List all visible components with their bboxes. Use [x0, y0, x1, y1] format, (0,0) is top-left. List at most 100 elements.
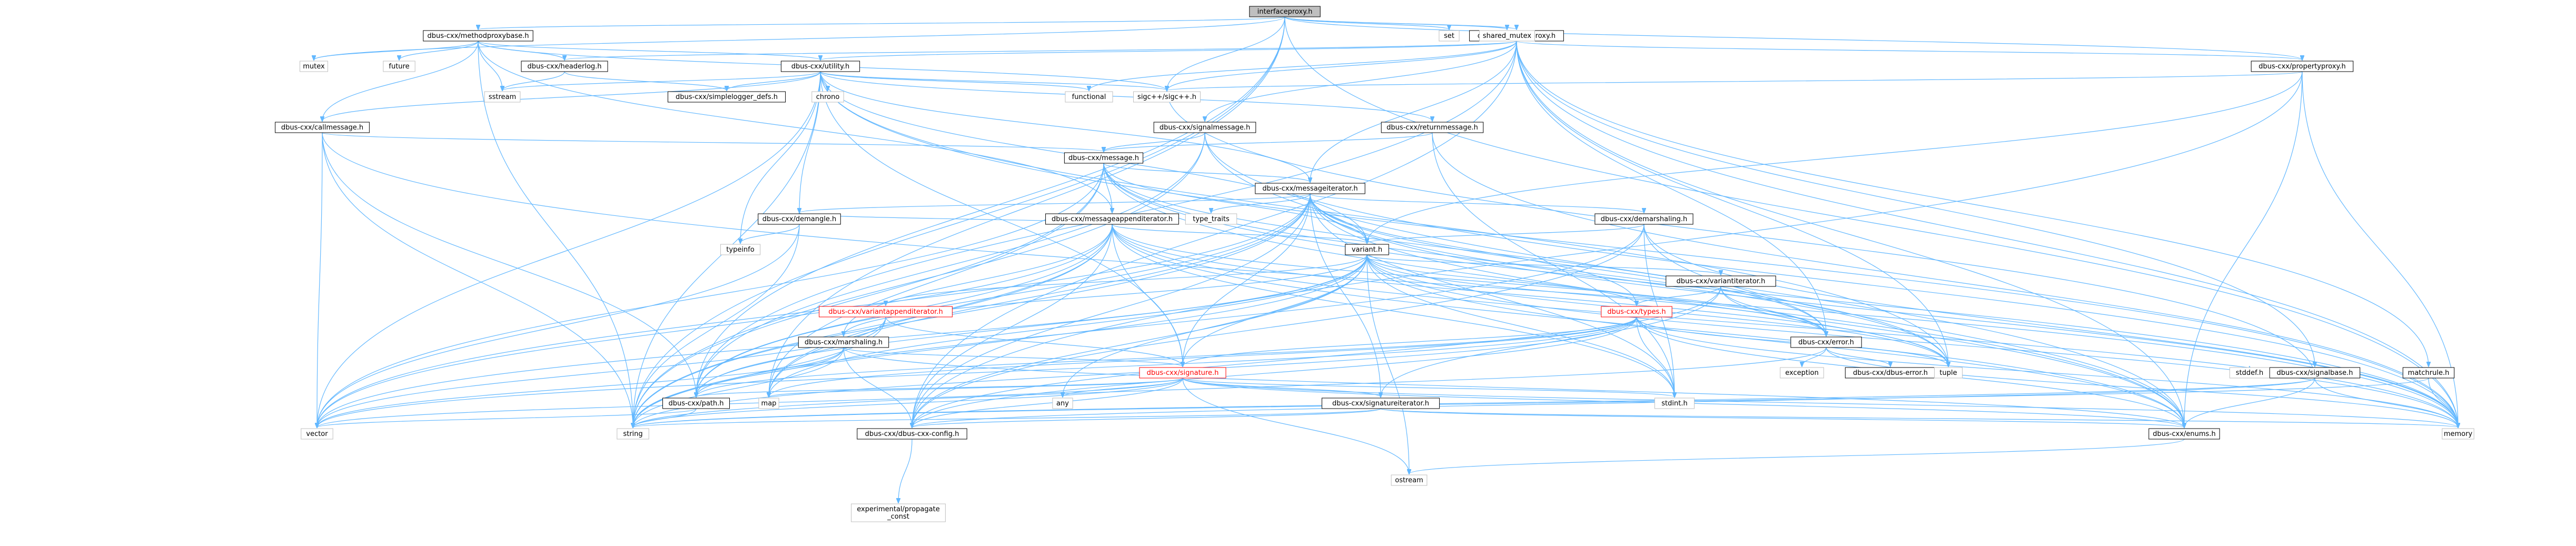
edge-messageappenditerator_h-to-error_h [1112, 224, 1826, 336]
node-message-h[interactable]: dbus-cxx/message.h [1064, 152, 1144, 164]
node-label: mutex [303, 63, 325, 71]
edge-interfaceproxy_h-to-memory [1284, 16, 2458, 428]
node-label: dbus-cxx/demangle.h [762, 215, 836, 223]
edge-variant_h-to-string [633, 254, 1368, 428]
node-label: typeinfo [726, 246, 754, 254]
node-enums-h[interactable]: dbus-cxx/enums.h [2148, 428, 2220, 440]
node-set: set [1439, 30, 1460, 42]
node-label: dbus-cxx/signature.h [1147, 369, 1219, 377]
edge-propertyproxy_h-to-memory [2302, 71, 2458, 428]
node-box [423, 30, 533, 42]
node-marshaling-h[interactable]: dbus-cxx/marshaling.h [798, 336, 889, 348]
node-demarshaling-h[interactable]: dbus-cxx/demarshaling.h [1594, 213, 1693, 225]
edge-messageiterator_h-to-config_h [912, 193, 1311, 428]
edge-messageiterator_h-to-string [633, 193, 1311, 428]
edge-messageappenditerator_h-to-marshaling_h [844, 224, 1113, 336]
node-mutex: mutex [300, 61, 328, 72]
edge-utility_h-to-chrono [820, 71, 828, 91]
node-label: type_traits [1193, 215, 1230, 223]
node-label: dbus-cxx/propertyproxy.h [2258, 63, 2346, 71]
node-label: future [389, 63, 409, 71]
edge-signatureiterator_h-to-config_h [912, 408, 1381, 428]
edge-messageappenditerator_h-to-vector [317, 224, 1113, 428]
node-matchrule-h[interactable]: matchrule.h [2402, 367, 2455, 379]
node-tuple: tuple [1934, 367, 1963, 379]
node-types-h[interactable]: dbus-cxx/types.h [1601, 306, 1672, 317]
node-label: variant.h [1352, 246, 1382, 254]
edge-variant_h-to-path_h [696, 254, 1368, 397]
node-label: any [1056, 400, 1069, 408]
node-box [1391, 474, 1428, 486]
node-signalbase-h[interactable]: dbus-cxx/signalbase.h [2269, 367, 2361, 379]
node-messageiterator-h[interactable]: dbus-cxx/messageiterator.h [1255, 183, 1365, 194]
node-simplelogger-defs-h[interactable]: dbus-cxx/simplelogger_defs.h [667, 91, 786, 103]
edge-marshaling_h-to-enums_h [843, 347, 2184, 428]
node-config-h[interactable]: dbus-cxx/dbus-cxx-config.h [857, 428, 967, 440]
node-label: dbus-cxx/headerlog.h [527, 63, 601, 71]
edge-utility_h-to-sstream [502, 71, 821, 91]
edge-callmessage_h-to-path_h [322, 132, 696, 397]
node-propertyproxy-h[interactable]: dbus-cxx/propertyproxy.h [2251, 61, 2354, 72]
edge-signalmessage_h-to-message_h [1104, 132, 1205, 152]
node-label: dbus-cxx/simplelogger_defs.h [676, 93, 778, 101]
node-box [2251, 61, 2354, 72]
node-path-h[interactable]: dbus-cxx/path.h [662, 398, 730, 409]
node-type-traits: type_traits [1185, 213, 1237, 225]
node-box [1249, 6, 1321, 17]
node-signalmessage-h[interactable]: dbus-cxx/signalmessage.h [1153, 122, 1256, 133]
node-variantappenditerator-h[interactable]: dbus-cxx/variantappenditerator.h [819, 306, 953, 317]
node-label: dbus-cxx/path.h [668, 400, 724, 408]
node-propagate-const: experimental/propagate_const [851, 503, 946, 522]
edge-variantiterator_h-to-tuple [1720, 286, 1948, 366]
edge-callmessage_h-to-message_h [322, 132, 1104, 152]
node-variant-h[interactable]: variant.h [1345, 244, 1389, 255]
node-box [1064, 152, 1144, 164]
node-error-h[interactable]: dbus-cxx/error.h [1790, 336, 1862, 348]
node-box [300, 61, 328, 72]
node-dbus-error[interactable]: dbus-cxx/dbus-error.h [1845, 367, 1936, 379]
edge-variantappenditerator_h-to-vector [317, 316, 886, 428]
edge-interfaceproxy_h-to-shared_mutex [1284, 16, 1507, 29]
node-methodproxybase-h[interactable]: dbus-cxx/methodproxybase.h [423, 30, 533, 42]
edge-interfaceproxy_h-to-path_h [696, 16, 1285, 397]
node-typeinfo: typeinfo [720, 244, 761, 255]
edge-signalproxy_h-to-matchrule_h [1516, 41, 2429, 366]
node-box [1052, 398, 1073, 409]
node-label: tuple [1939, 369, 1957, 377]
edge-marshaling_h-to-path_h [696, 347, 844, 397]
node-demangle-h[interactable]: dbus-cxx/demangle.h [758, 213, 841, 225]
edge-message_h-to-map [769, 163, 1104, 397]
node-signatureiterator-h[interactable]: dbus-cxx/signatureiterator.h [1321, 398, 1440, 409]
edge-message_h-to-string [633, 163, 1104, 428]
node-callmessage-h[interactable]: dbus-cxx/callmessage.h [275, 122, 370, 133]
node-stddef-h: stddef.h [2229, 367, 2270, 379]
edge-types_h-to-vector [317, 316, 1637, 428]
edge-utility_h-to-functional [820, 71, 1089, 91]
edge-utility_h-to-simplelogger_defs_h [727, 71, 821, 91]
node-label: dbus-cxx/returnmessage.h [1386, 124, 1478, 132]
node-box [851, 503, 946, 522]
node-box [2148, 428, 2220, 440]
edge-signalproxy_h-to-tuple [1516, 41, 1948, 366]
node-label: dbus-cxx/methodproxybase.h [428, 32, 529, 40]
node-messageappenditerator-h[interactable]: dbus-cxx/messageappenditerator.h [1045, 213, 1179, 225]
node-headerlog-h[interactable]: dbus-cxx/headerlog.h [521, 61, 608, 72]
node-box [2269, 367, 2361, 379]
node-utility-h[interactable]: dbus-cxx/utility.h [780, 61, 860, 72]
node-box [383, 61, 415, 72]
node-signature-h[interactable]: dbus-cxx/signature.h [1139, 367, 1226, 379]
edge-utility_h-to-messageiterator_h [820, 71, 1310, 182]
node-box [758, 398, 779, 409]
node-returnmessage-h[interactable]: dbus-cxx/returnmessage.h [1381, 122, 1484, 133]
node-variantiterator-h[interactable]: dbus-cxx/variantiterator.h [1666, 275, 1776, 287]
node-label: exception [1785, 369, 1819, 377]
edge-path_h-to-string [633, 408, 697, 428]
node-stdint-h: stdint.h [1654, 398, 1695, 409]
node-label: dbus-cxx/signalmessage.h [1160, 124, 1250, 132]
node-box [1790, 336, 1862, 348]
node-label: _const [887, 513, 909, 521]
edge-headerlog_h-to-sstream [502, 71, 565, 91]
edge-messageiterator_h-to-signatureiterator_h [1310, 193, 1381, 397]
node-box [1601, 306, 1672, 317]
node-label: dbus-cxx/dbus-error.h [1853, 369, 1928, 377]
